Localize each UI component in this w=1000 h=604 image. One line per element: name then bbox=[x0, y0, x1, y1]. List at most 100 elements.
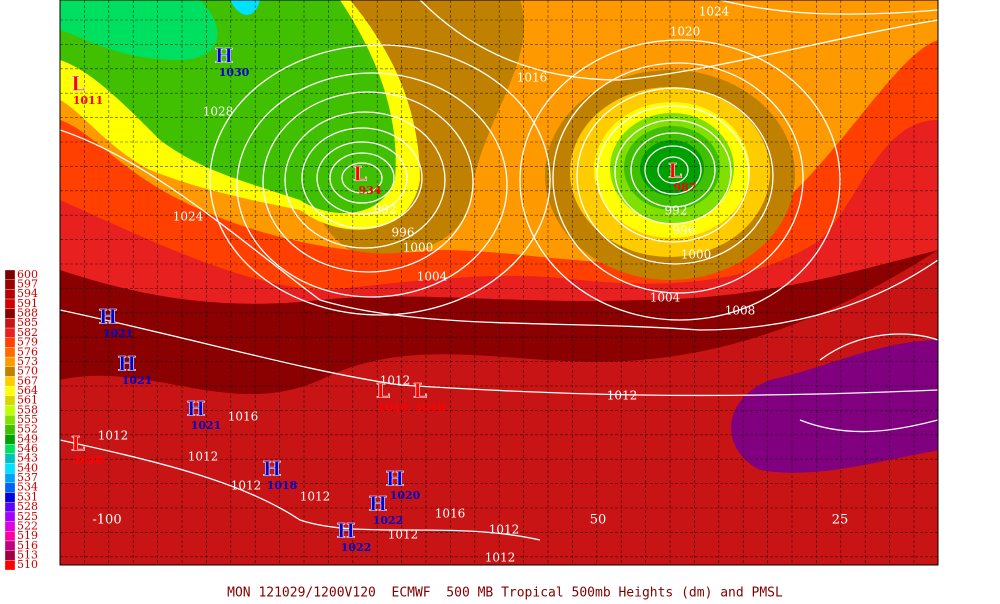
pressure-value: 1010 bbox=[73, 454, 104, 467]
legend-label: 555 bbox=[17, 413, 38, 426]
lat-lon-grid bbox=[60, 0, 938, 565]
isobar-label: 1012 bbox=[485, 551, 516, 565]
legend-swatch bbox=[4, 521, 16, 532]
isobar-label: 1012 bbox=[489, 523, 520, 537]
legend-label: 516 bbox=[17, 539, 38, 552]
isobar-label: 1016 bbox=[517, 71, 548, 85]
isobar-label: 992 bbox=[374, 203, 397, 217]
legend-label: 591 bbox=[17, 297, 38, 310]
legend-swatch bbox=[4, 366, 16, 377]
pressure-value: 1011 bbox=[73, 94, 104, 107]
pressure-symbol: H bbox=[187, 397, 206, 421]
legend-swatch bbox=[4, 395, 16, 406]
legend-label: 567 bbox=[17, 374, 38, 387]
pressure-symbol: H bbox=[118, 352, 137, 376]
isobar-label: 992 bbox=[665, 204, 688, 218]
legend-label: 597 bbox=[17, 278, 38, 291]
pressure-symbol: H bbox=[369, 492, 388, 516]
pressure-value: 1020 bbox=[390, 489, 421, 502]
pressure-symbol: L bbox=[376, 379, 390, 403]
legend-swatch bbox=[4, 327, 16, 338]
legend-swatch bbox=[4, 308, 16, 319]
legend-swatch bbox=[4, 289, 16, 300]
isobar-label: 1012 bbox=[388, 528, 419, 542]
legend-swatch bbox=[4, 298, 16, 309]
legend-swatch bbox=[4, 415, 16, 425]
pressure-value: 934 bbox=[359, 184, 382, 197]
legend-swatch bbox=[4, 356, 16, 367]
legend-label: 513 bbox=[17, 548, 38, 561]
legend-label: 582 bbox=[17, 326, 38, 339]
isobar-label: 1012 bbox=[300, 490, 331, 504]
legend-swatch bbox=[4, 269, 16, 280]
longitude-label: -100 bbox=[92, 513, 121, 528]
legend-label: 510 bbox=[17, 558, 38, 571]
legend-label: 531 bbox=[17, 490, 38, 503]
isobar-label: 1024 bbox=[699, 5, 730, 19]
legend-label: 519 bbox=[17, 529, 38, 542]
legend-swatch bbox=[4, 385, 16, 396]
isobar-label: 1004 bbox=[417, 270, 448, 284]
legend-label: 522 bbox=[17, 519, 38, 532]
legend-swatch bbox=[4, 540, 16, 551]
legend-label: 585 bbox=[17, 316, 38, 329]
pressure-symbol: H bbox=[263, 457, 282, 481]
map-frame bbox=[59, 0, 939, 566]
pressure-symbol: H bbox=[337, 519, 356, 543]
pressure-value: 1010 bbox=[415, 401, 446, 414]
isobars bbox=[60, 0, 938, 541]
pressure-symbol: L bbox=[71, 432, 85, 456]
pressure-symbol: L bbox=[413, 379, 427, 403]
isobar-label: 1016 bbox=[435, 507, 466, 521]
pressure-value: 1022 bbox=[341, 541, 372, 554]
pressure-symbol: H bbox=[99, 305, 118, 329]
legend-label: 588 bbox=[17, 307, 38, 320]
legend-swatch bbox=[4, 511, 16, 522]
legend-swatch bbox=[4, 482, 16, 493]
legend-label: 537 bbox=[17, 471, 38, 484]
legend-label: 573 bbox=[17, 355, 38, 368]
pressure-value: 1030 bbox=[219, 66, 250, 79]
isobar-label: 1012 bbox=[231, 479, 262, 493]
footer-caption: MON 121029/1200V120 ECMWF 500 MB Tropica… bbox=[227, 586, 783, 601]
legend-swatch bbox=[4, 444, 16, 455]
legend-swatch bbox=[4, 502, 16, 513]
legend-swatch bbox=[4, 318, 16, 329]
isobar-label: 1020 bbox=[670, 25, 701, 39]
legend-label: 549 bbox=[17, 432, 38, 445]
pressure-symbol: L bbox=[71, 72, 85, 96]
isobar-label: 1012 bbox=[98, 429, 129, 443]
pressure-value: 1021 bbox=[122, 374, 153, 387]
isobar-label: 1024 bbox=[173, 210, 204, 224]
legend-label: 558 bbox=[17, 403, 38, 416]
legend-label: 543 bbox=[17, 452, 38, 465]
pressure-symbol: L bbox=[668, 159, 682, 183]
isobar-label: 1028 bbox=[203, 105, 234, 119]
legend-swatch bbox=[4, 463, 16, 474]
legend-swatch bbox=[4, 424, 16, 435]
isobar-label: 996 bbox=[673, 224, 696, 238]
legend-label: 552 bbox=[17, 423, 38, 436]
legend-swatch bbox=[4, 337, 16, 348]
legend-label: 528 bbox=[17, 500, 38, 513]
legend-swatch bbox=[4, 560, 16, 571]
legend-swatch bbox=[4, 531, 16, 542]
legend-swatch bbox=[4, 279, 16, 290]
pressure-value: 1022 bbox=[373, 514, 404, 527]
legend-swatch bbox=[4, 492, 16, 503]
legend-swatch bbox=[4, 453, 16, 464]
legend-label: 564 bbox=[17, 384, 38, 397]
pressure-value: 1021 bbox=[191, 419, 222, 432]
pressure-symbol: L bbox=[353, 162, 367, 186]
legend-swatch bbox=[4, 376, 16, 387]
isobar-label: 1004 bbox=[650, 291, 681, 305]
color-legend: 6005975945915885855825795765735705675645… bbox=[4, 268, 38, 571]
isobar-label: 996 bbox=[392, 226, 415, 240]
legend-swatch bbox=[4, 550, 16, 561]
legend-label: 561 bbox=[17, 394, 38, 407]
pressure-value: 1018 bbox=[267, 479, 298, 492]
legend-swatch bbox=[4, 473, 16, 484]
